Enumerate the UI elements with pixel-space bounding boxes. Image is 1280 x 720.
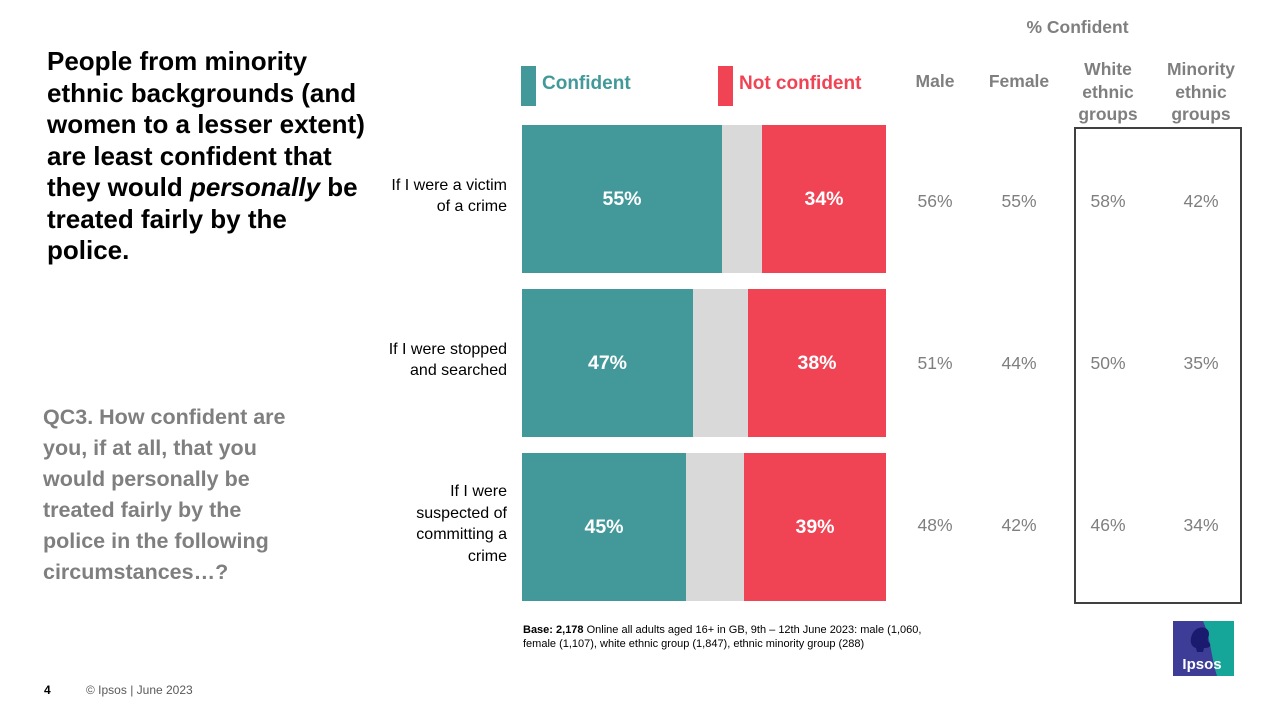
slide-headline: People from minority ethnic backgrounds …: [47, 46, 367, 267]
column-header: White ethnic groups: [1058, 58, 1158, 126]
legend-label-not-confident: Not confident: [739, 73, 862, 94]
ethnic-groups-highlight-box: [1074, 127, 1242, 604]
row-label: If I were a victim of a crime: [350, 175, 507, 218]
column-header-line: Male: [915, 70, 955, 91]
column-header: Female: [969, 70, 1069, 93]
column-header-line: White: [1084, 59, 1132, 80]
headline-text: be treated fairly by the police.: [47, 172, 358, 265]
row-label-line: of a crime: [436, 198, 507, 215]
legend-label-confident: Confident: [542, 73, 631, 94]
bar-confident: 45%: [522, 453, 686, 601]
bar-data-label: 39%: [795, 515, 835, 538]
ipsos-logo: Ipsos: [1173, 621, 1234, 676]
column-header-line: ethnic: [1082, 81, 1134, 102]
table-cell: 34%: [1183, 515, 1219, 535]
page-number: 4: [44, 683, 51, 697]
bar-data-label: 34%: [804, 187, 844, 210]
table-cell: 48%: [917, 515, 953, 535]
row-label-line: suspected of: [416, 504, 507, 522]
column-header-line: groups: [1171, 104, 1231, 125]
table-cell: 51%: [917, 353, 953, 373]
row-label-line: and searched: [410, 362, 507, 379]
bar-neutral: [722, 125, 762, 273]
column-header-line: Female: [988, 70, 1050, 91]
table-cell: 58%: [1090, 191, 1126, 211]
table-cell: 50%: [1090, 353, 1126, 373]
row-label-line: If I were stopped: [388, 340, 507, 358]
table-cell: 56%: [917, 191, 953, 211]
table-cell: 55%: [1001, 191, 1037, 211]
base-note-count: Base: 2,178: [523, 624, 584, 636]
column-header: Minority ethnic groups: [1151, 58, 1251, 126]
base-note-text: Online all adults aged 16+ in GB, 9th – …: [523, 624, 922, 650]
bar-not-confident: 38%: [748, 289, 886, 437]
survey-question: QC3. How confident are you, if at all, t…: [43, 405, 286, 584]
table-title: % Confident: [1026, 17, 1129, 37]
legend-swatch-not-confident: [718, 66, 733, 106]
bar-data-label: 45%: [584, 515, 624, 538]
column-header-line: ethnic: [1175, 81, 1227, 102]
headline-text: People from minority ethnic backgrounds …: [47, 46, 365, 202]
table-cell: 44%: [1001, 353, 1037, 373]
legend-item-not-confident: Not confident: [718, 66, 861, 106]
base-note: Base: 2,178 Online all adults aged 16+ i…: [523, 624, 943, 651]
headline-emphasis: personally: [190, 172, 321, 202]
copyright-text: © Ipsos | June 2023: [86, 683, 193, 697]
bar-not-confident: 39%: [744, 453, 886, 601]
row-label-line: crime: [467, 547, 507, 565]
row-label: If I were suspected of committing a crime: [350, 481, 507, 567]
table-cell: 42%: [1183, 191, 1219, 211]
bar-data-label: 55%: [602, 187, 642, 210]
logo-teal-swoosh: [1203, 621, 1234, 676]
legend-swatch-confident: [521, 66, 536, 106]
row-label: If I were stopped and searched: [350, 339, 507, 382]
row-label-line: If I were: [450, 483, 507, 500]
row-label-line: If I were a victim: [391, 176, 507, 194]
table-cell: 35%: [1183, 353, 1219, 373]
row-label-line: committing a: [416, 526, 507, 543]
bar-confident: 47%: [522, 289, 693, 437]
column-header: Male: [885, 70, 985, 93]
column-header-line: Minority: [1166, 59, 1236, 80]
bar-data-label: 47%: [587, 351, 628, 374]
bar-data-label: 38%: [797, 351, 837, 374]
bar-neutral: [686, 453, 744, 601]
legend-item-confident: Confident: [521, 66, 631, 106]
bar-not-confident: 34%: [762, 125, 886, 273]
logo-text: Ipsos: [1182, 656, 1221, 673]
bar-confident: 55%: [522, 125, 722, 273]
logo-head-silhouette: [1190, 627, 1211, 652]
table-cell: 46%: [1090, 515, 1126, 535]
column-header-line: groups: [1078, 104, 1138, 125]
bar-neutral: [693, 289, 748, 437]
table-cell: 42%: [1001, 515, 1037, 535]
